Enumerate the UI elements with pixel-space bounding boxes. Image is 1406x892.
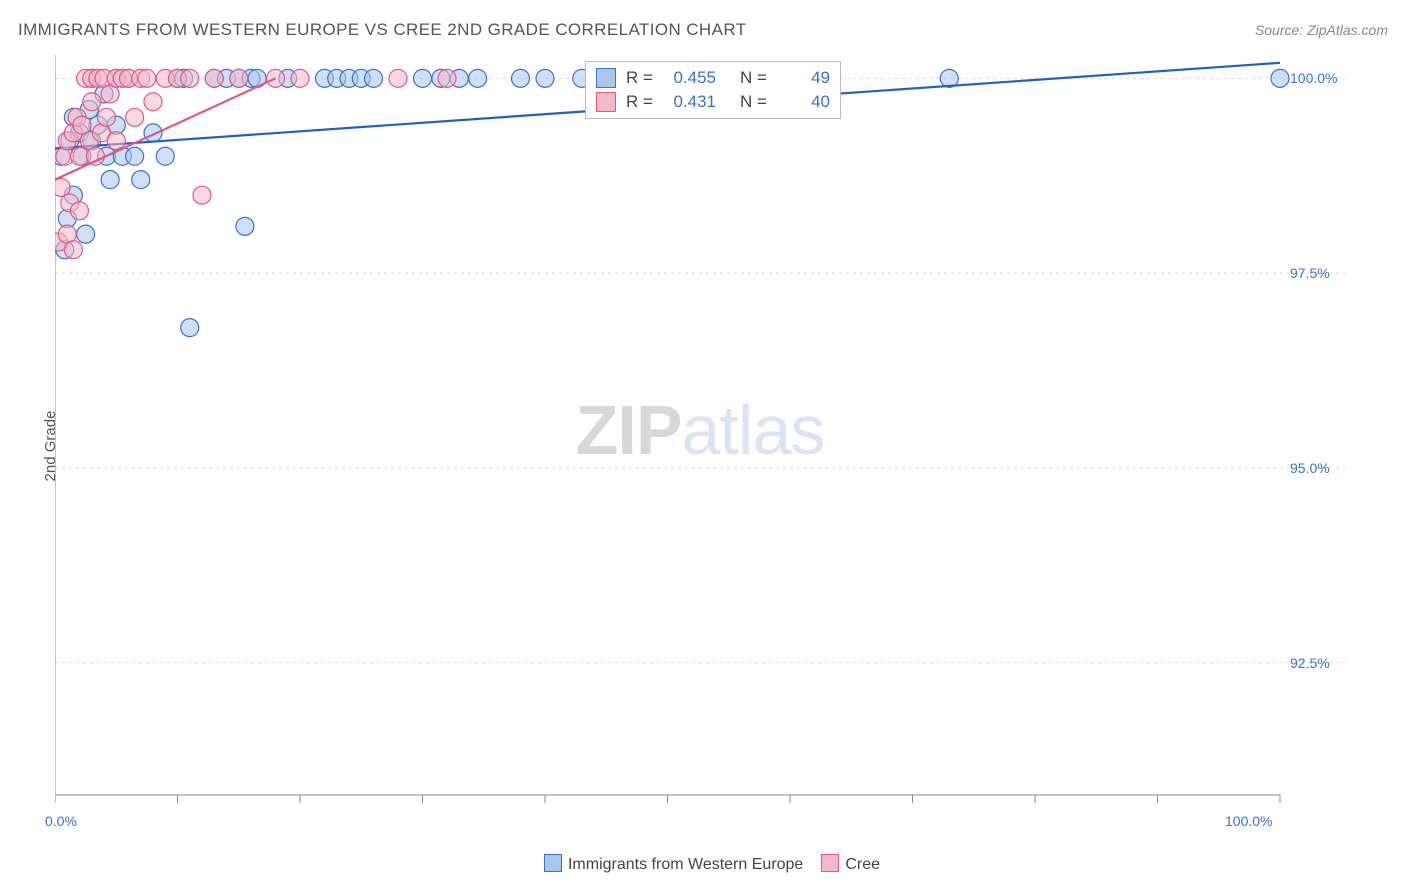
legend-row-cree: R = 0.431 N = 40: [596, 90, 830, 114]
plot-svg: [55, 55, 1345, 805]
legend-n-label: N =: [740, 68, 770, 88]
y-tick-label: 92.5%: [1290, 655, 1396, 671]
source-attribution: Source: ZipAtlas.com: [1255, 22, 1388, 38]
legend-r-value: 0.455: [666, 68, 716, 88]
legend-swatch: [821, 854, 839, 872]
x-tick-label: 100.0%: [1225, 813, 1272, 872]
legend-swatch: [596, 68, 616, 88]
legend-r-label: R =: [626, 68, 656, 88]
y-tick-label: 95.0%: [1290, 460, 1396, 476]
legend-swatch: [544, 854, 562, 872]
y-tick-label: 97.5%: [1290, 265, 1396, 281]
scatter-plot: ZIPatlas R =0.455N =49R =0.431N =40: [55, 55, 1345, 805]
legend-n-value: 49: [780, 68, 830, 88]
legend-n-label: N =: [740, 92, 770, 112]
legend-r-value: 0.431: [666, 92, 716, 112]
series-legend: Immigrants from Western Europe Cree: [0, 854, 1406, 874]
chart-title: IMMIGRANTS FROM WESTERN EUROPE VS CREE 2…: [18, 20, 747, 40]
legend-row-we: R = 0.455 N = 49: [596, 66, 830, 90]
legend-n-value: 40: [780, 92, 830, 112]
legend-swatch: [596, 92, 616, 112]
legend-series-label: Cree: [845, 856, 880, 873]
legend-series-label: Immigrants from Western Europe: [568, 856, 803, 873]
y-tick-label: 100.0%: [1290, 70, 1396, 86]
legend-r-label: R =: [626, 92, 656, 112]
correlation-legend: R = 0.455 N = 49 R = 0.431 N = 40: [585, 61, 841, 119]
x-tick-label: 0.0%: [45, 813, 77, 872]
